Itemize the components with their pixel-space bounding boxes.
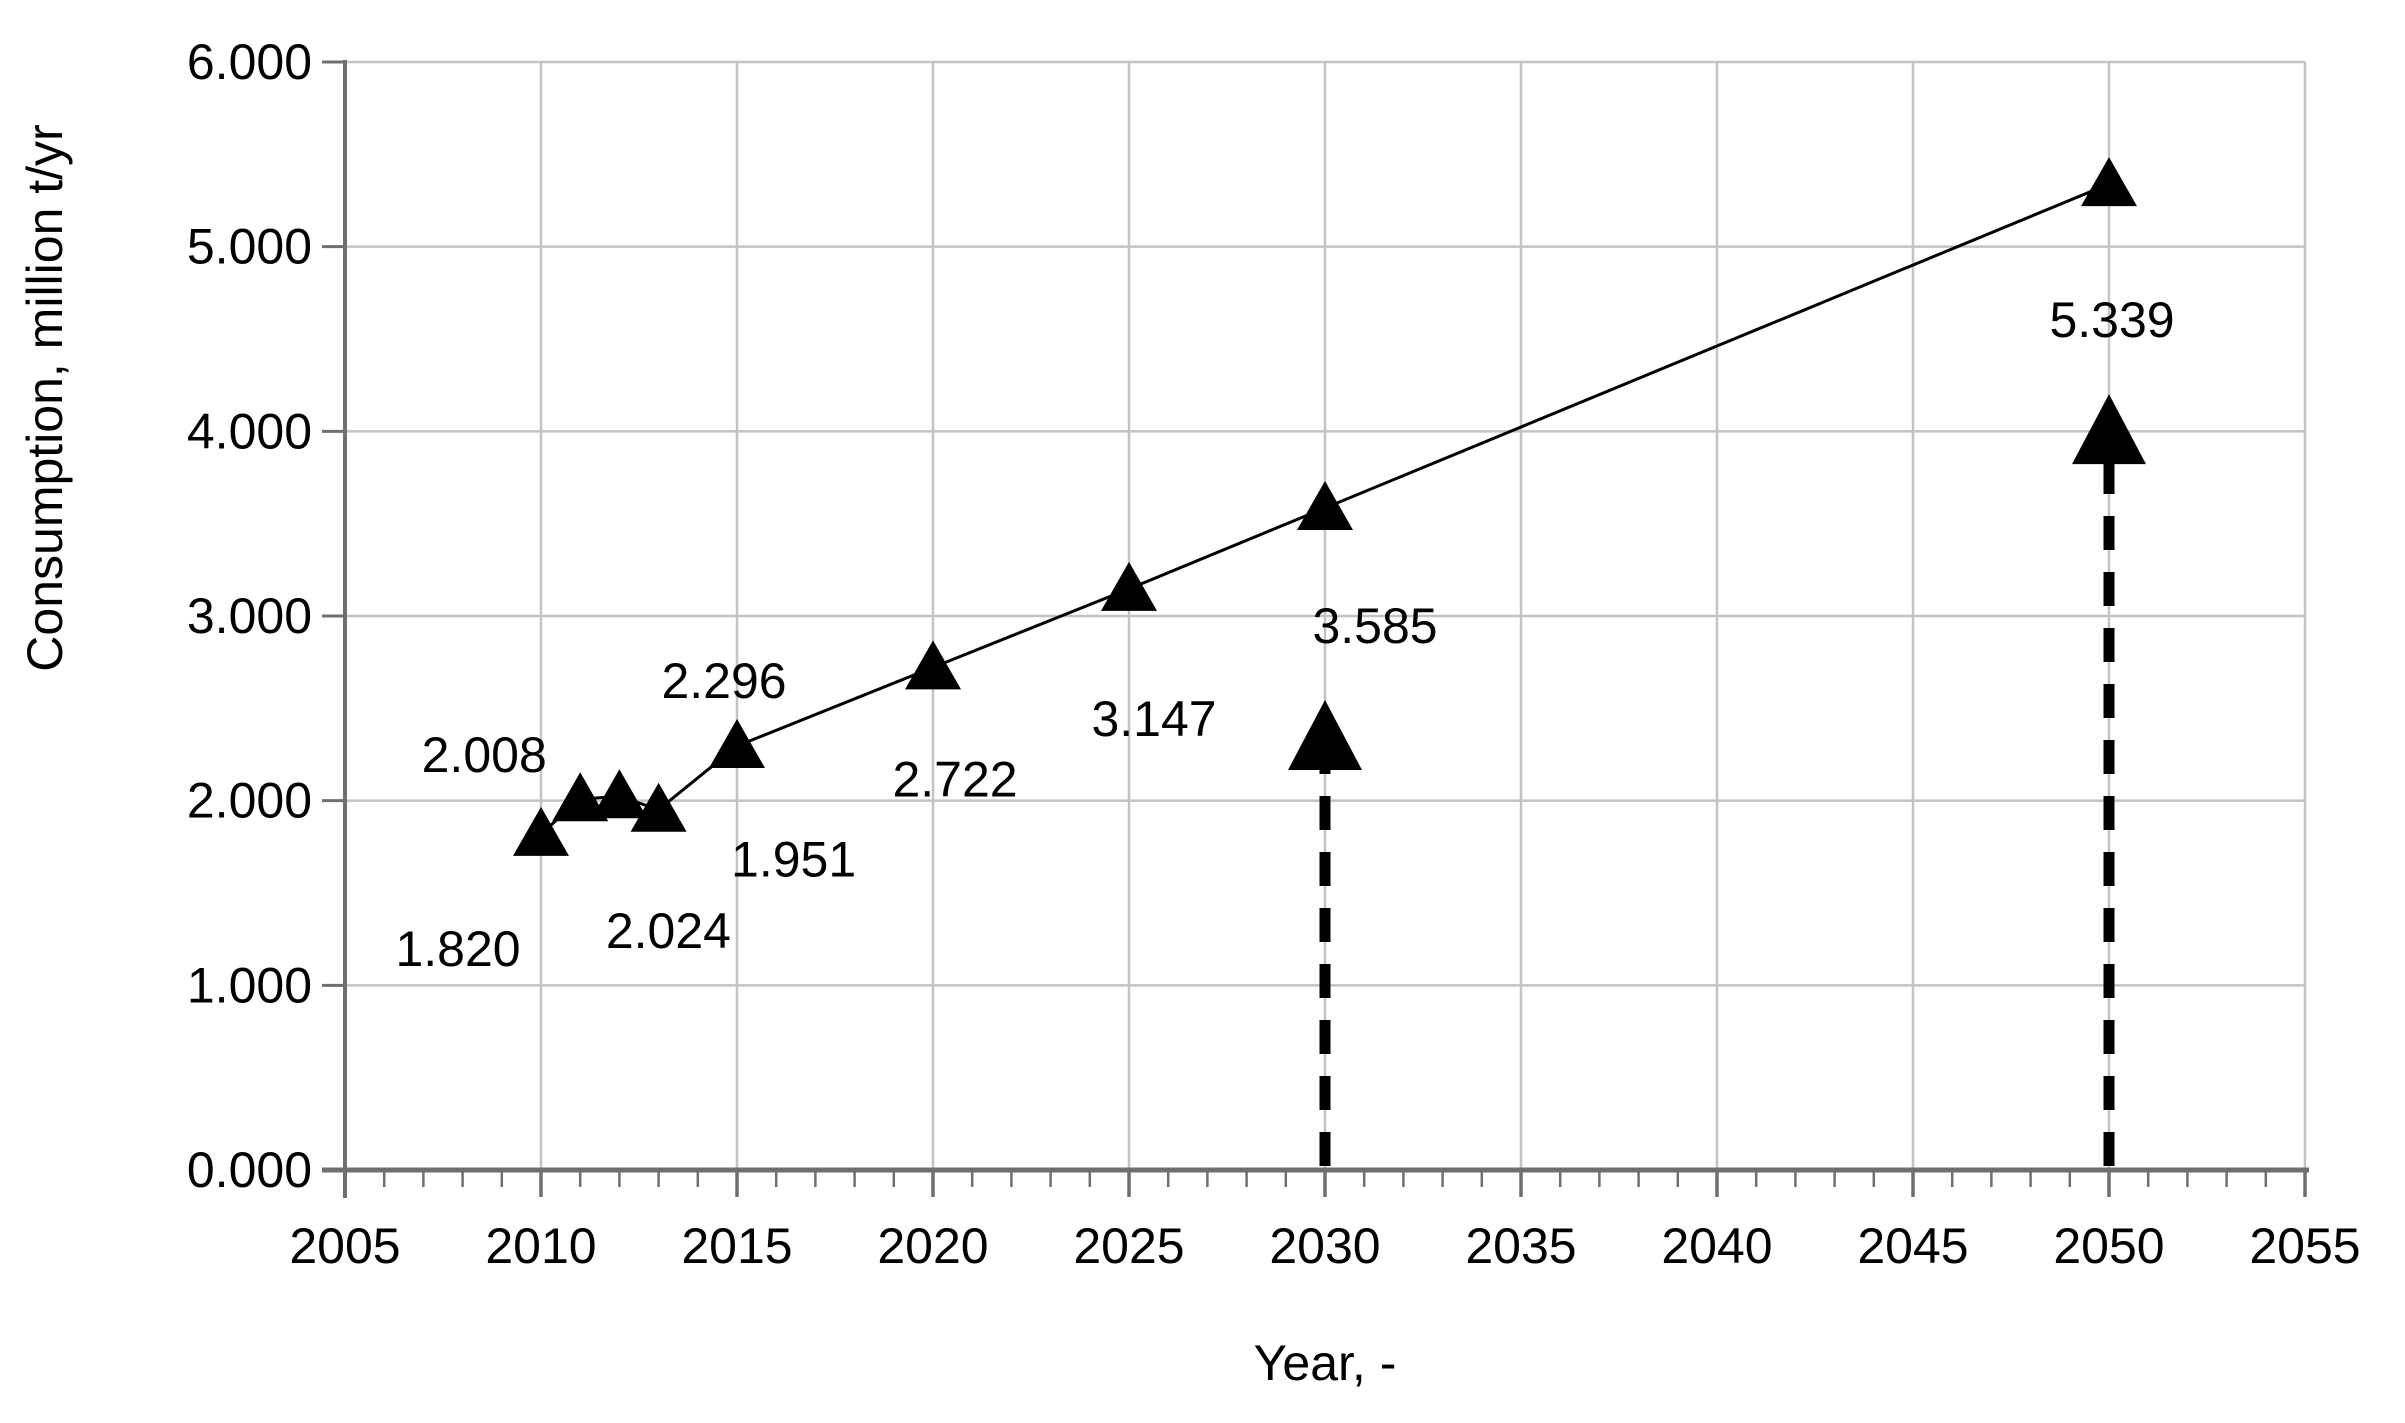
data-point-label: 2.722 — [892, 751, 1017, 807]
y-tick-label: 0.000 — [187, 1142, 312, 1198]
y-tick-label: 2.000 — [187, 773, 312, 829]
x-tick-label: 2025 — [1073, 1218, 1184, 1274]
data-point-marker — [709, 719, 765, 769]
axis-ticks — [322, 60, 2307, 1197]
data-point-marker — [591, 769, 648, 819]
data-point-marker — [630, 782, 687, 832]
y-tick-label: 4.000 — [187, 403, 312, 459]
x-tick-label: 2030 — [1269, 1218, 1380, 1274]
x-tick-label: 2020 — [877, 1218, 988, 1274]
data-point-label: 1.951 — [731, 832, 856, 888]
y-tick-label: 6.000 — [187, 34, 312, 90]
data-point-label: 1.820 — [395, 921, 520, 977]
x-tick-label: 2040 — [1661, 1218, 1772, 1274]
data-point-marker — [1297, 480, 1353, 530]
x-tick-label: 2055 — [2249, 1218, 2360, 1274]
x-tick-label: 2035 — [1465, 1218, 1576, 1274]
data-point-marker — [2081, 157, 2137, 207]
axes — [322, 60, 2309, 1198]
data-point-marker — [1101, 561, 1157, 611]
data-point-marker — [552, 772, 609, 822]
data-point-label: 2.024 — [606, 903, 731, 959]
x-tick-label: 2010 — [485, 1218, 596, 1274]
data-point-label: 3.147 — [1091, 691, 1216, 747]
data-point-marker — [513, 806, 569, 856]
annotation-arrowhead — [2072, 394, 2146, 465]
y-tick-label: 1.000 — [187, 957, 312, 1013]
x-axis-title: Year, - — [1254, 1335, 1397, 1391]
y-tick-label: 3.000 — [187, 588, 312, 644]
gridlines — [345, 60, 2307, 1170]
data-point-label: 3.585 — [1312, 598, 1437, 654]
data-point-label: 5.339 — [2049, 292, 2174, 348]
x-tick-label: 2045 — [1857, 1218, 1968, 1274]
annotation-arrowhead — [1288, 699, 1362, 770]
y-axis-title: Consumption, million t/yr — [17, 124, 73, 671]
annotations — [1288, 394, 2146, 1166]
x-tick-label: 2005 — [289, 1218, 400, 1274]
data-point-label: 2.296 — [661, 653, 786, 709]
x-tick-label: 2050 — [2053, 1218, 2164, 1274]
x-tick-label: 2015 — [681, 1218, 792, 1274]
axis-tick-labels: 2005 2010 2015 2020 2025 2030 2035 2040 2045 2050… — [187, 34, 2361, 1274]
data-point-marker — [905, 640, 961, 690]
y-tick-label: 5.000 — [187, 219, 312, 275]
data-point-label: 2.008 — [422, 727, 547, 783]
